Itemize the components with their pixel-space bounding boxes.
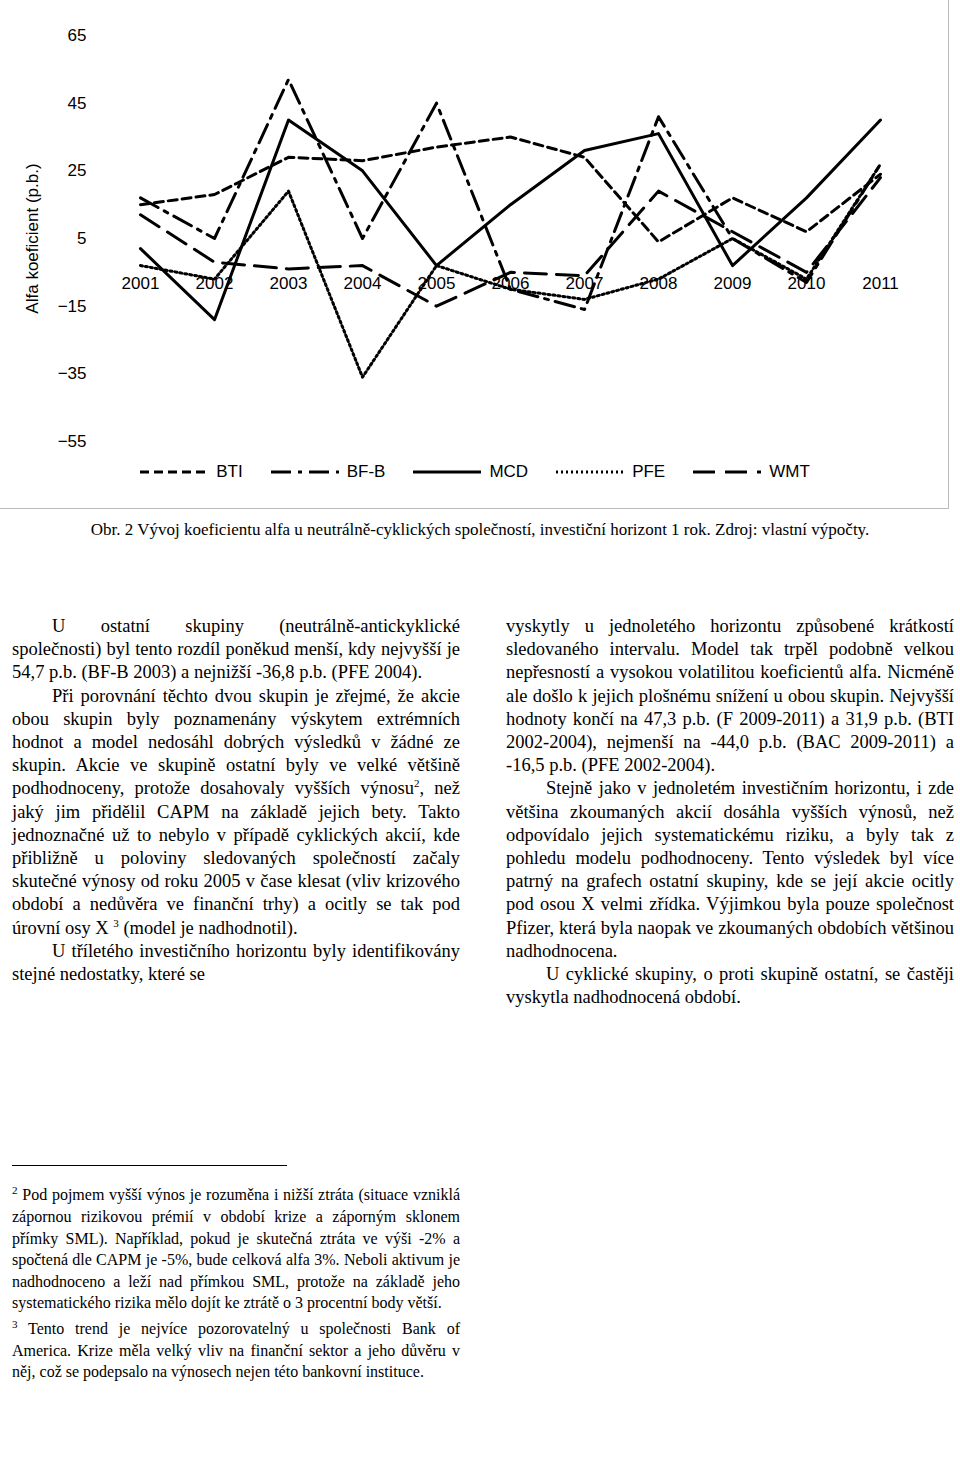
svg-text:45: 45 <box>68 94 87 113</box>
svg-text:2004: 2004 <box>344 274 382 293</box>
svg-text:2010: 2010 <box>788 274 826 293</box>
html-text:3Tento trend je nejvíce pozoro: 3Tento trend je nejvíce pozorovatelný u … <box>12 1317 460 1381</box>
html-text:2Pod pojmem vyšší výnos je roz: 2Pod pojmem vyšší výnos je rozuměna i ni… <box>12 1184 460 1312</box>
html-text:Při porovnání těchto dvou skup: Při porovnání těchto dvou skupin je zřej… <box>12 685 460 938</box>
svg-text:2003: 2003 <box>270 274 308 293</box>
svg-text:−55: −55 <box>58 432 87 451</box>
html-text:U ostatní skupiny (neutrálně-a: U ostatní skupiny (neutrálně-antickyklic… <box>12 616 460 683</box>
svg-text:−35: −35 <box>58 364 87 383</box>
svg-text:−15: −15 <box>58 297 87 316</box>
svg-text:2011: 2011 <box>862 274 899 293</box>
svg-text:Alfa koeficient (p.b.): Alfa koeficient (p.b.) <box>23 163 42 313</box>
svg-text:5: 5 <box>77 229 86 248</box>
html-text:Obr. 2 Vývoj koeficientu alfa: Obr. 2 Vývoj koeficientu alfa u neutráln… <box>90 520 870 539</box>
svg-text:65: 65 <box>68 26 87 45</box>
html-text:vyskytly u jednoletého horizon: vyskytly u jednoletého horizontu způsobe… <box>506 616 954 776</box>
svg-text:25: 25 <box>68 161 87 180</box>
html-text:MCD: MCD <box>489 462 529 481</box>
html-text:U cyklické skupiny, o proti sk: U cyklické skupiny, o proti skupině osta… <box>506 964 954 1008</box>
html-text:PFE: PFE <box>632 462 666 481</box>
svg-text:2006: 2006 <box>492 274 530 293</box>
html-text:BTI: BTI <box>216 462 243 481</box>
svg-text:2005: 2005 <box>418 274 456 293</box>
html-text:Stejně jako v jednoletém inves: Stejně jako v jednoletém investičním hor… <box>506 778 954 961</box>
svg-text:2001: 2001 <box>122 274 160 293</box>
html-text:U tříletého investičního horiz: U tříletého investičního horizontu byly … <box>12 940 460 984</box>
svg-text:2009: 2009 <box>714 274 752 293</box>
html-text:BF-B: BF-B <box>346 462 386 481</box>
svg-text:2007: 2007 <box>566 274 604 293</box>
svg-text:2002: 2002 <box>196 274 234 293</box>
svg-text:2008: 2008 <box>640 274 678 293</box>
html-text:WMT: WMT <box>769 462 810 481</box>
